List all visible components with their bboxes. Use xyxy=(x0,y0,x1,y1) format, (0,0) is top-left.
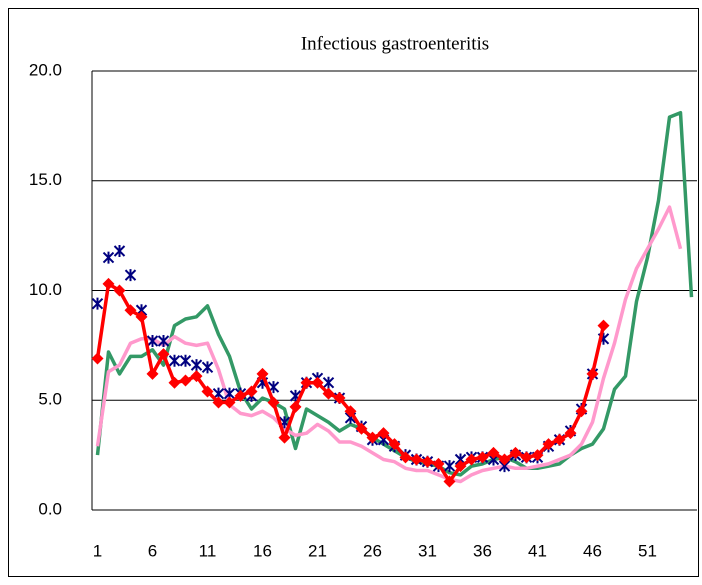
diamond-marker xyxy=(553,433,566,446)
diamond-marker xyxy=(586,367,599,380)
diamond-marker xyxy=(135,310,148,323)
diamond-marker xyxy=(179,374,192,387)
diamond-marker xyxy=(542,438,555,451)
diamond-marker xyxy=(564,427,577,440)
diamond-marker xyxy=(520,451,533,464)
x-tick-label: 41 xyxy=(528,541,547,560)
diamond-marker xyxy=(443,475,456,488)
diamond-marker xyxy=(124,304,137,317)
x-tick-label: 6 xyxy=(148,541,157,560)
diamond-marker xyxy=(597,319,610,332)
x-tick-label: 36 xyxy=(473,541,492,560)
diamond-marker xyxy=(531,449,544,462)
asterisk-marker xyxy=(322,376,335,389)
asterisk-marker xyxy=(157,334,170,347)
asterisk-marker xyxy=(443,460,456,473)
diamond-marker xyxy=(278,431,291,444)
diamond-marker xyxy=(157,348,170,361)
diamond-marker xyxy=(256,367,269,380)
diamond-marker xyxy=(377,427,390,440)
diamond-marker xyxy=(487,446,500,459)
x-tick-label: 1 xyxy=(93,541,102,560)
diamond-marker xyxy=(311,376,324,389)
series-line xyxy=(95,205,683,484)
diamond-marker xyxy=(113,284,126,297)
diamond-marker xyxy=(168,376,181,389)
diamond-marker xyxy=(146,367,159,380)
asterisk-marker xyxy=(201,361,214,374)
y-tick-label: 0.0 xyxy=(38,499,62,518)
diamond-marker xyxy=(190,370,203,383)
x-tick-label: 16 xyxy=(253,541,272,560)
diamond-marker xyxy=(300,376,313,389)
y-tick-label: 5.0 xyxy=(38,390,62,409)
diamond-marker xyxy=(91,352,104,365)
y-tick-label: 15.0 xyxy=(29,170,62,189)
asterisk-marker xyxy=(124,269,137,282)
diamond-marker xyxy=(322,387,335,400)
diamond-marker xyxy=(223,396,236,409)
diamond-marker xyxy=(366,431,379,444)
diamond-marker xyxy=(333,392,346,405)
asterisk-marker xyxy=(179,354,192,367)
diamond-marker xyxy=(465,453,478,466)
y-tick-label: 20.0 xyxy=(29,60,62,79)
x-tick-label: 21 xyxy=(308,541,327,560)
diamond-marker xyxy=(498,453,511,466)
x-tick-label: 51 xyxy=(638,541,657,560)
diamond-marker xyxy=(421,455,434,468)
asterisk-marker xyxy=(91,297,104,310)
diamond-marker xyxy=(388,438,401,451)
chart-title: Infectious gastroenteritis xyxy=(301,33,489,54)
diamond-marker xyxy=(212,396,225,409)
chart-frame xyxy=(8,8,699,577)
x-tick-label: 11 xyxy=(199,541,217,560)
diamond-marker xyxy=(476,451,489,464)
diamond-marker xyxy=(201,385,214,398)
y-tick-label: 10.0 xyxy=(29,280,62,299)
diamond-marker xyxy=(509,446,522,459)
diamond-marker xyxy=(399,451,412,464)
diamond-marker xyxy=(575,405,588,418)
diamond-marker xyxy=(234,389,247,402)
diamond-marker xyxy=(410,453,423,466)
diamond-marker xyxy=(355,422,368,435)
diamond-marker xyxy=(267,396,280,409)
asterisk-marker xyxy=(146,334,159,347)
diamond-marker xyxy=(102,277,115,290)
x-tick-label: 26 xyxy=(363,541,382,560)
x-tick-label: 46 xyxy=(583,541,602,560)
asterisk-marker xyxy=(102,251,115,264)
diamond-marker xyxy=(245,385,258,398)
x-tick-label: 31 xyxy=(418,541,437,560)
asterisk-marker xyxy=(168,354,181,367)
diamond-marker xyxy=(432,457,445,470)
asterisk-marker xyxy=(113,244,126,257)
diamond-marker xyxy=(454,460,467,473)
diamond-marker xyxy=(289,400,302,413)
asterisk-marker xyxy=(190,359,203,372)
diamond-marker xyxy=(344,405,357,418)
